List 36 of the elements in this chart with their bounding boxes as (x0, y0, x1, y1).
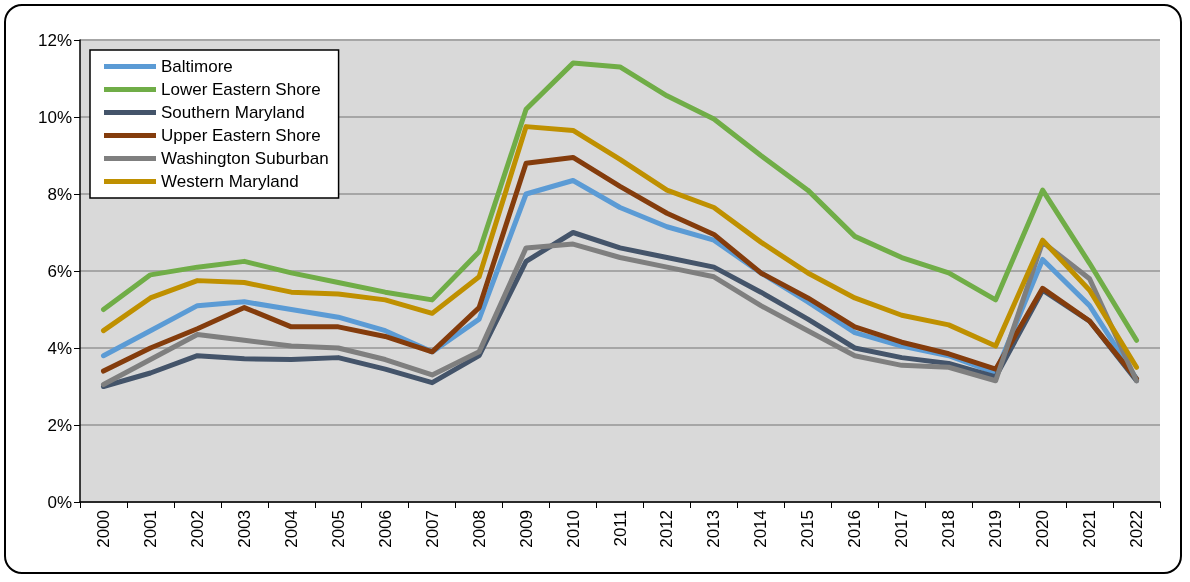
x-tick-label: 2002 (187, 510, 207, 548)
y-tick-label: 6% (47, 261, 72, 281)
y-tick-label: 4% (47, 338, 72, 358)
y-tick-label: 2% (47, 415, 72, 435)
x-tick-label: 2020 (1033, 510, 1053, 548)
x-tick-label: 2022 (1127, 510, 1147, 548)
x-tick-label: 2000 (93, 510, 113, 548)
x-tick-label: 2018 (939, 510, 959, 548)
legend-label: Lower Eastern Shore (161, 80, 321, 99)
x-tick-label: 2003 (234, 510, 254, 548)
x-tick-label: 2012 (657, 510, 677, 548)
x-tick-label: 2017 (892, 510, 912, 548)
x-tick-label: 2009 (516, 510, 536, 548)
x-tick-label: 2005 (328, 510, 348, 548)
legend-label: Southern Maryland (161, 103, 305, 122)
x-tick-label: 2021 (1080, 510, 1100, 548)
y-tick-label: 8% (47, 184, 72, 204)
x-tick-label: 2010 (563, 510, 583, 548)
y-tick-label: 12% (37, 30, 72, 50)
x-tick-label: 2016 (845, 510, 865, 548)
x-tick-label: 2007 (422, 510, 442, 548)
x-tick-label: 2004 (281, 510, 301, 548)
x-tick-label: 2011 (610, 510, 630, 547)
x-tick-label: 2006 (375, 510, 395, 548)
y-tick-label: 10% (37, 107, 72, 127)
legend-label: Baltimore (161, 57, 233, 76)
x-tick-label: 2001 (140, 510, 160, 548)
x-tick-label: 2014 (751, 510, 771, 548)
legend-label: Western Maryland (161, 172, 299, 191)
y-tick-label: 0% (47, 492, 72, 512)
x-tick-label: 2019 (986, 510, 1006, 548)
legend-label: Upper Eastern Shore (161, 126, 321, 145)
x-tick-label: 2015 (798, 510, 818, 548)
legend-label: Washington Suburban (161, 149, 329, 168)
x-tick-label: 2013 (704, 510, 724, 548)
x-tick-label: 2008 (469, 510, 489, 548)
